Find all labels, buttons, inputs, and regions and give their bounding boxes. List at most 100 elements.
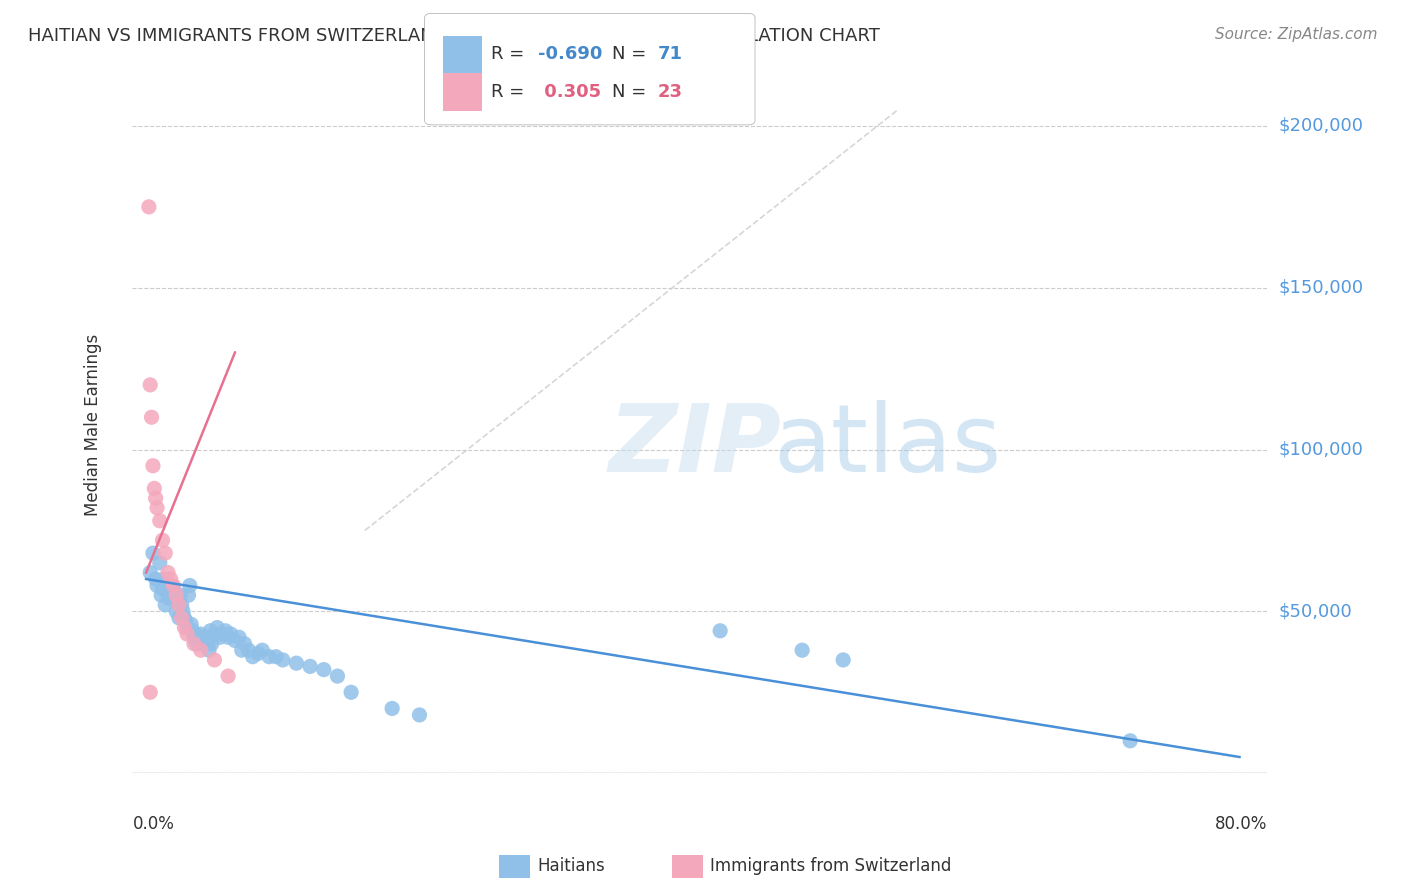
Point [156, 578, 179, 592]
Point [190, 643, 212, 657]
Point [155, 585, 177, 599]
Point [150, 588, 173, 602]
Point [252, 643, 274, 657]
Text: N =: N = [612, 45, 651, 63]
Point [211, 627, 233, 641]
Point [285, 656, 308, 670]
Point [299, 659, 322, 673]
Point [183, 637, 205, 651]
Point [146, 500, 169, 515]
Text: 0.305: 0.305 [538, 83, 602, 101]
Point [257, 649, 280, 664]
Text: atlas: atlas [773, 401, 1001, 492]
Point [200, 624, 222, 638]
Point [792, 643, 814, 657]
Point [238, 643, 260, 657]
Point [155, 598, 177, 612]
Point [170, 611, 193, 625]
Point [224, 633, 246, 648]
Point [184, 627, 207, 641]
Point [217, 669, 239, 683]
Point [173, 611, 195, 625]
Point [186, 637, 208, 651]
Point [170, 598, 193, 612]
Point [174, 614, 197, 628]
Point [191, 637, 214, 651]
Point [141, 410, 163, 425]
Point [139, 685, 162, 699]
Point [159, 588, 181, 602]
Text: Source: ZipAtlas.com: Source: ZipAtlas.com [1215, 27, 1378, 42]
Point [152, 533, 174, 548]
Point [205, 621, 228, 635]
Point [146, 578, 169, 592]
Point [187, 630, 209, 644]
Point [166, 595, 188, 609]
Point [160, 585, 183, 599]
Point [1119, 734, 1142, 748]
Point [188, 633, 211, 648]
Point [139, 377, 162, 392]
Point [197, 637, 219, 651]
Point [162, 578, 184, 592]
Point [201, 637, 224, 651]
Point [152, 582, 174, 596]
Text: $100,000: $100,000 [1278, 441, 1362, 458]
Point [194, 633, 217, 648]
Point [167, 598, 190, 612]
Point [165, 588, 187, 602]
Point [176, 621, 198, 635]
Text: HAITIAN VS IMMIGRANTS FROM SWITZERLAND MEDIAN MALE EARNINGS CORRELATION CHART: HAITIAN VS IMMIGRANTS FROM SWITZERLAND M… [28, 27, 880, 45]
Point [143, 482, 166, 496]
Point [326, 669, 349, 683]
Text: $150,000: $150,000 [1278, 279, 1364, 297]
Point [179, 578, 201, 592]
Point [219, 627, 242, 641]
Point [264, 649, 287, 664]
Point [157, 591, 180, 606]
Point [214, 624, 236, 638]
Point [204, 653, 226, 667]
Point [242, 649, 264, 664]
Text: 23: 23 [658, 83, 683, 101]
Point [138, 200, 160, 214]
Point [193, 630, 215, 644]
Text: $200,000: $200,000 [1278, 117, 1364, 135]
Text: Immigrants from Switzerland: Immigrants from Switzerland [710, 857, 952, 875]
Point [149, 514, 172, 528]
Point [142, 458, 165, 473]
Point [183, 630, 205, 644]
Point [247, 647, 270, 661]
Point [181, 624, 204, 638]
Text: R =: R = [491, 45, 530, 63]
Point [231, 643, 253, 657]
Point [312, 663, 335, 677]
Point [180, 617, 202, 632]
Point [340, 685, 363, 699]
Point [142, 546, 165, 560]
Point [233, 637, 256, 651]
Text: ZIP: ZIP [609, 401, 782, 492]
Text: R =: R = [491, 83, 530, 101]
Text: Median Male Earnings: Median Male Earnings [84, 334, 101, 516]
Point [208, 630, 231, 644]
Point [145, 491, 167, 505]
Text: 71: 71 [658, 45, 683, 63]
Text: 0.0%: 0.0% [132, 815, 174, 833]
Point [195, 630, 218, 644]
Point [165, 604, 187, 618]
Point [709, 624, 731, 638]
Text: $50,000: $50,000 [1278, 602, 1353, 621]
Point [167, 611, 190, 625]
Text: -0.690: -0.690 [538, 45, 603, 63]
Point [139, 566, 162, 580]
Point [173, 621, 195, 635]
Point [172, 604, 194, 618]
Point [190, 627, 212, 641]
Point [153, 572, 176, 586]
Text: 80.0%: 80.0% [1215, 815, 1267, 833]
Point [156, 566, 179, 580]
Point [271, 653, 294, 667]
Point [155, 546, 177, 560]
Point [832, 653, 855, 667]
